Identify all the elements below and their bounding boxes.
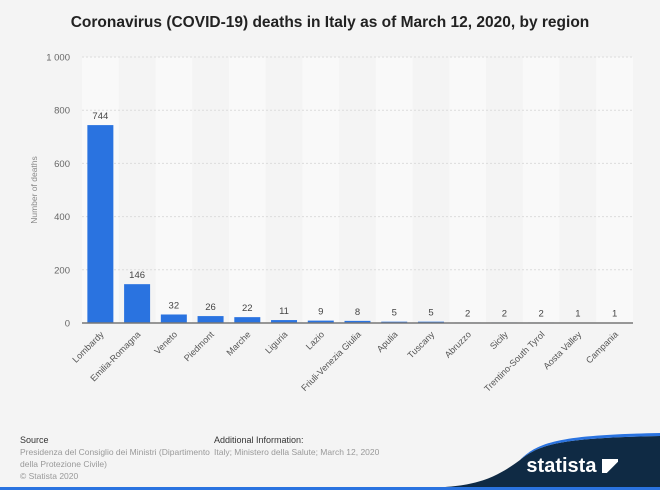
bar-lombardy: [87, 125, 114, 323]
data-label: 2: [465, 308, 470, 319]
additional-heading: Additional Information:: [214, 435, 304, 445]
footer-accent-line: [0, 487, 420, 490]
data-label: 22: [242, 303, 253, 314]
y-tick-label: 1 000: [46, 53, 70, 64]
x-tick-label: Piedmont: [182, 329, 216, 363]
additional-info-block: Additional Information: Italy; Ministero…: [214, 434, 379, 458]
y-tick-label: 800: [54, 106, 70, 117]
x-tick-label: Liguria: [263, 329, 289, 355]
data-label: 744: [92, 111, 108, 122]
additional-text: Italy; Ministero della Salute; March 12,…: [214, 447, 380, 457]
column-band: [596, 57, 633, 323]
bar-emilia-romagna: [124, 284, 151, 323]
x-tick-label: Aosta Valley: [541, 329, 583, 371]
bar-friuli-venezia-giulia: [344, 320, 371, 323]
data-label: 26: [205, 302, 216, 313]
data-label: 2: [502, 308, 507, 319]
column-band: [449, 57, 487, 323]
data-label: 1: [575, 309, 580, 320]
source-heading: Source: [20, 435, 49, 445]
source-line-2: della Protezione Civile): [20, 459, 107, 469]
data-label: 32: [169, 300, 180, 311]
data-label: 5: [392, 308, 397, 319]
column-band: [228, 57, 266, 323]
column-band: [155, 57, 193, 323]
x-tick-label: Apulia: [375, 329, 400, 354]
statista-logo-icon: [602, 459, 618, 473]
column-band: [522, 57, 560, 323]
x-tick-label: Abruzzo: [443, 329, 473, 359]
data-label: 2: [539, 308, 544, 319]
column-band: [302, 57, 340, 323]
data-label: 9: [318, 307, 323, 318]
y-tick-label: 400: [54, 212, 70, 223]
column-band: [375, 57, 413, 323]
source-line-1: Presidenza del Consiglio dei Ministri (D…: [20, 447, 210, 457]
chart-title: Coronavirus (COVID-19) deaths in Italy a…: [70, 14, 590, 31]
x-tick-label: Marche: [224, 329, 252, 357]
y-tick-label: 0: [65, 319, 70, 330]
x-tick-label: Veneto: [152, 329, 179, 356]
data-label: 146: [129, 270, 145, 281]
statista-logo-wave: [410, 433, 660, 490]
bar-veneto: [160, 314, 187, 323]
y-tick-label: 600: [54, 159, 70, 170]
y-axis-label: Number of deaths: [29, 156, 39, 224]
copyright: © Statista 2020: [20, 471, 79, 481]
data-label: 8: [355, 307, 360, 318]
data-label: 11: [279, 306, 289, 317]
x-tick-label: Lombardy: [70, 329, 106, 365]
bar-piedmont: [197, 316, 224, 323]
x-tick-label: Lazio: [304, 329, 326, 351]
bar-lazio: [307, 320, 334, 323]
bar-liguria: [271, 320, 298, 323]
y-tick-label: 200: [54, 265, 70, 276]
source-block: Source Presidenza del Consiglio dei Mini…: [20, 434, 210, 482]
bar-marche: [234, 317, 261, 323]
data-label: 1: [612, 309, 617, 320]
x-tick-label: Campania: [584, 329, 620, 365]
statista-logo: statista: [526, 455, 618, 478]
x-tick-label: Sicily: [488, 329, 510, 351]
data-label: 5: [428, 308, 433, 319]
x-tick-label: Tuscany: [405, 329, 436, 360]
bar-chart: 0 200 400 600 800 1 000 Number of deaths 744 Lom…: [29, 53, 633, 394]
